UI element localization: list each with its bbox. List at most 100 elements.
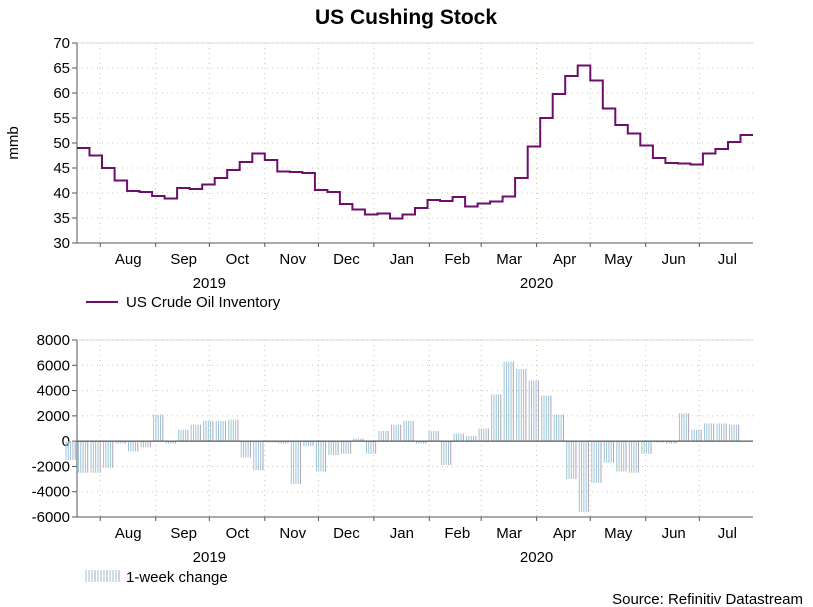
top-y-tick-label: 55: [53, 110, 70, 127]
bottom-y-tick-label: 6000: [37, 357, 70, 374]
bottom-x-tick-label: Jun: [662, 525, 686, 542]
source-note: Source: Refinitiv Datastream: [612, 591, 803, 607]
weekly-change-bar: [466, 436, 477, 442]
bottom-panel: -6000-4000-200002000400060008000AugSepOc…: [32, 332, 753, 566]
legend-bar-label: 1-week change: [126, 569, 228, 586]
bottom-x-tick-label: Aug: [115, 525, 142, 542]
weekly-change-bar: [641, 441, 652, 454]
bottom-y-tick-label: -2000: [32, 458, 70, 475]
weekly-change-bar: [478, 428, 489, 442]
weekly-change-bar: [240, 441, 251, 458]
top-year-label: 2019: [193, 275, 226, 292]
bottom-x-tick-label: May: [604, 525, 633, 542]
weekly-change-bar: [566, 441, 577, 480]
weekly-change-bar: [153, 414, 164, 442]
top-y-tick-label: 40: [53, 185, 70, 202]
weekly-change-bar: [203, 420, 214, 442]
top-x-tick-label: Dec: [333, 251, 360, 268]
top-y-tick-label: 50: [53, 135, 70, 152]
weekly-change-bar: [591, 441, 602, 483]
bottom-x-tick-label: Apr: [553, 525, 576, 542]
bottom-y-tick-label: -6000: [32, 509, 70, 526]
top-x-tick-label: May: [604, 251, 633, 268]
weekly-change-bar: [190, 424, 201, 442]
weekly-change-bar: [528, 380, 539, 442]
top-x-tick-label: Jul: [718, 251, 737, 268]
weekly-change-bar: [140, 441, 151, 448]
weekly-change-bar: [65, 441, 76, 461]
weekly-change-bar: [616, 441, 627, 472]
top-panel: 30 35 40 45 50 55 60 65 70 Aug Sep Oct Nov Dec Jan Feb M…: [53, 35, 754, 292]
top-y-tick-label: 65: [53, 60, 70, 77]
top-x-tick-label: Feb: [444, 251, 470, 268]
weekly-change-bar: [728, 424, 740, 442]
bottom-y-tick-label: -4000: [32, 484, 70, 501]
top-y-tick-label: 35: [53, 210, 70, 227]
bottom-y-tick-label: 8000: [37, 332, 70, 349]
bottom-x-tick-label: Jan: [390, 525, 414, 542]
weekly-change-bar: [716, 423, 727, 442]
weekly-change-bar: [328, 441, 339, 456]
weekly-change-bar: [403, 420, 414, 442]
weekly-change-bar: [340, 441, 352, 454]
weekly-change-bar: [215, 420, 226, 442]
weekly-change-bar: [578, 441, 589, 512]
weekly-change-bar: [603, 441, 614, 463]
weekly-change-bar: [503, 361, 514, 442]
weekly-change-bar: [516, 369, 527, 442]
weekly-change-bar: [678, 413, 690, 442]
chart-title: US Cushing Stock: [315, 6, 497, 29]
bottom-x-tick-label: Sep: [170, 525, 197, 542]
bottom-y-tick-label: 4000: [37, 383, 70, 400]
weekly-change-bar: [378, 431, 389, 442]
top-x-tick-label: Mar: [496, 251, 522, 268]
weekly-change-bar: [390, 424, 402, 442]
bottom-y-tick-label: 2000: [37, 408, 70, 425]
bottom-year-label: 2020: [520, 549, 553, 566]
weekly-change-bar: [78, 441, 89, 473]
weekly-change-bar: [315, 441, 327, 472]
bottom-x-tick-label: Oct: [226, 525, 250, 542]
legend-bar-swatch: [85, 570, 120, 582]
weekly-change-bar: [628, 441, 640, 473]
top-x-tick-label: Nov: [279, 251, 306, 268]
bottom-x-tick-label: Nov: [279, 525, 306, 542]
bottom-x-tick-label: Mar: [496, 525, 522, 542]
top-x-tick-label: Aug: [115, 251, 142, 268]
weekly-change-bar: [453, 433, 464, 442]
inventory-series-line: [77, 64, 753, 220]
weekly-change-bar: [441, 441, 452, 466]
top-x-tick-label: Apr: [553, 251, 576, 268]
bottom-x-tick-label: Dec: [333, 525, 360, 542]
weekly-change-bar: [691, 429, 702, 442]
top-y-tick-label: 30: [53, 235, 70, 252]
top-y-tick-label: 70: [53, 35, 70, 52]
weekly-change-bar: [178, 429, 189, 442]
top-y-tick-label: 60: [53, 85, 70, 102]
weekly-change-bar: [553, 414, 564, 442]
top-x-tick-label: Oct: [226, 251, 250, 268]
weekly-change-bar: [703, 423, 715, 442]
top-x-tick-label: Jun: [662, 251, 686, 268]
weekly-change-bar: [128, 441, 139, 452]
bottom-x-tick-label: Jul: [718, 525, 737, 542]
top-year-label: 2020: [520, 275, 553, 292]
weekly-change-bar: [90, 441, 101, 473]
top-x-tick-label: Sep: [170, 251, 197, 268]
weekly-change-bar: [491, 394, 502, 442]
top-x-tick-label: Jan: [390, 251, 414, 268]
top-y-tick-label: 45: [53, 160, 70, 177]
weekly-change-bar: [228, 419, 239, 442]
weekly-change-bar: [253, 441, 264, 471]
weekly-change-bar: [428, 431, 439, 442]
y-axis-label: mmb: [5, 126, 22, 159]
legend-bar: 1-week change: [85, 569, 228, 586]
weekly-change-bar: [103, 441, 114, 468]
legend-line-label: US Crude Oil Inventory: [126, 294, 281, 311]
bottom-x-tick-label: Feb: [444, 525, 470, 542]
weekly-change-bar: [290, 441, 302, 485]
legend-line: US Crude Oil Inventory: [86, 294, 281, 311]
weekly-change-bar: [365, 441, 377, 454]
bottom-year-label: 2019: [193, 549, 226, 566]
